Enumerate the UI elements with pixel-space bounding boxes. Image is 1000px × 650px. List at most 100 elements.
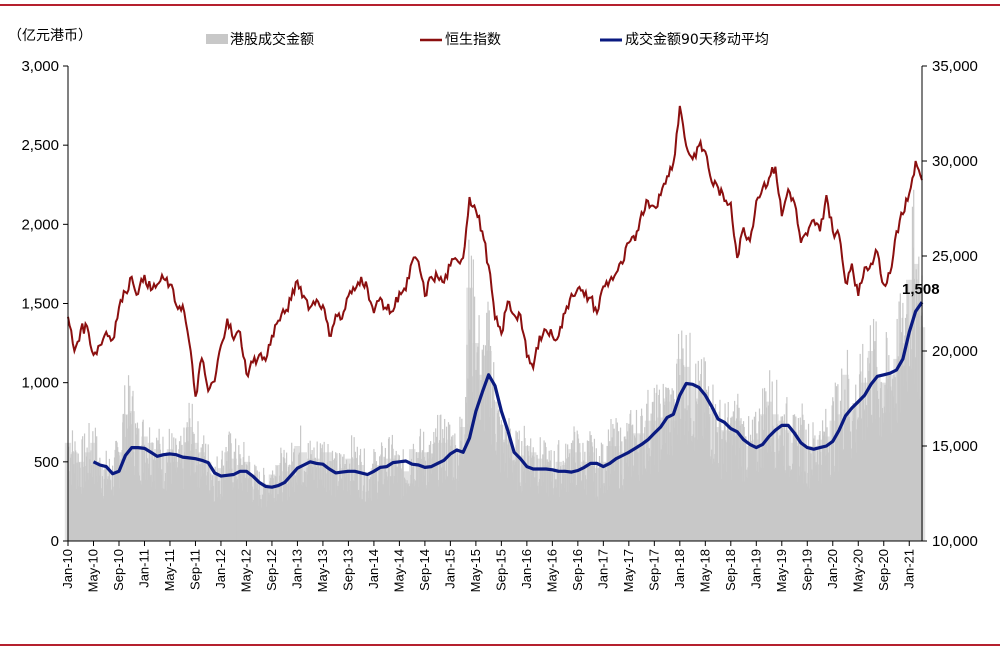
- turnover-bar: [119, 464, 121, 541]
- turnover-bar: [213, 501, 216, 541]
- turnover-bar: [897, 422, 899, 541]
- turnover-bar: [820, 451, 822, 541]
- turnover-bar: [844, 416, 847, 541]
- turnover-bar: [648, 448, 650, 541]
- turnover-bar: [266, 501, 269, 541]
- turnover-bar: [591, 442, 593, 541]
- turnover-bar: [374, 451, 376, 541]
- turnover-bar: [667, 387, 669, 541]
- turnover-bar: [310, 454, 312, 541]
- turnover-bar: [730, 417, 732, 541]
- turnover-bar: [723, 421, 726, 541]
- turnover-bar: [196, 465, 198, 541]
- turnover-bar: [69, 471, 71, 541]
- turnover-bar: [252, 502, 254, 541]
- x-tick-label: Jan-19: [748, 549, 763, 589]
- turnover-bar: [686, 410, 688, 541]
- turnover-bar: [290, 482, 292, 541]
- turnover-bar: [745, 476, 747, 541]
- turnover-bar: [908, 366, 910, 541]
- turnover-bar: [451, 480, 453, 541]
- turnover-bar: [379, 465, 381, 541]
- turnover-bar: [124, 470, 126, 541]
- turnover-bar: [125, 436, 127, 541]
- turnover-bar: [610, 419, 612, 541]
- turnover-bar: [602, 493, 604, 541]
- turnover-bar: [74, 441, 76, 541]
- turnover-bar: [637, 452, 639, 541]
- turnover-bar: [465, 396, 467, 541]
- turnover-bar: [628, 428, 631, 541]
- turnover-bar: [621, 485, 624, 541]
- turnover-bar: [528, 470, 531, 541]
- turnover-bar: [885, 412, 887, 541]
- turnover-bar: [757, 472, 759, 541]
- turnover-bar: [343, 454, 345, 541]
- turnover-bar: [86, 447, 88, 541]
- turnover-bar: [528, 455, 530, 541]
- turnover-bar: [776, 423, 778, 541]
- x-tick-label: Jan-21: [901, 549, 916, 589]
- turnover-bar: [317, 488, 319, 541]
- turnover-bar: [807, 472, 809, 541]
- turnover-bar: [477, 379, 480, 541]
- turnover-bar: [226, 476, 228, 541]
- turnover-bar: [551, 472, 553, 541]
- turnover-bar: [75, 488, 77, 541]
- turnover-bar: [598, 467, 600, 541]
- turnover-bar: [819, 431, 821, 541]
- turnover-bar: [190, 450, 192, 541]
- turnover-bar: [673, 399, 675, 541]
- turnover-bar: [513, 459, 515, 541]
- turnover-bar: [884, 384, 886, 541]
- turnover-bar: [618, 431, 620, 541]
- turnover-bar: [258, 471, 260, 541]
- turnover-bar: [738, 407, 740, 541]
- turnover-bar: [291, 442, 293, 541]
- turnover-bar: [514, 461, 516, 541]
- turnover-bar: [704, 361, 706, 541]
- turnover-bar: [692, 434, 694, 541]
- turnover-bar: [897, 356, 900, 541]
- turnover-bar: [909, 330, 912, 541]
- left-y-tick-label: 3,000: [21, 58, 59, 75]
- turnover-bar: [706, 405, 708, 541]
- turnover-bar: [895, 420, 898, 541]
- turnover-bar: [629, 413, 631, 541]
- turnover-bar: [545, 447, 547, 541]
- right-y-tick-label: 30,000: [932, 153, 978, 170]
- x-tick-label: Jan-18: [672, 549, 687, 589]
- turnover-bar: [425, 488, 427, 541]
- turnover-bar: [503, 442, 505, 541]
- turnover-bar: [647, 461, 650, 541]
- frame-bottom-rule: [0, 644, 1000, 646]
- turnover-bar: [76, 462, 78, 541]
- turnover-bar: [322, 462, 325, 541]
- turnover-bar: [431, 457, 434, 541]
- turnover-bar: [853, 405, 856, 541]
- turnover-bar: [457, 481, 459, 541]
- turnover-bar: [560, 483, 562, 541]
- turnover-bar: [533, 456, 535, 541]
- turnover-bar: [736, 404, 738, 541]
- turnover-bar: [203, 435, 205, 541]
- x-tick-label: Sep-11: [187, 549, 202, 590]
- turnover-bar: [896, 318, 898, 541]
- turnover-bar: [482, 344, 485, 541]
- x-tick-label: May-12: [238, 549, 253, 592]
- turnover-bar: [119, 488, 121, 541]
- turnover-bar: [178, 449, 180, 541]
- turnover-bar: [297, 470, 299, 541]
- turnover-bar: [328, 490, 330, 541]
- turnover-bar: [477, 346, 479, 541]
- turnover-bar: [769, 445, 771, 541]
- turnover-bar: [131, 457, 133, 541]
- x-tick-label: Sep-18: [723, 549, 738, 591]
- axes: 0 500 1,000 1,500 2,000 2,500 3,000 10,000 15,00…: [21, 58, 977, 592]
- turnover-bar: [145, 462, 147, 541]
- turnover-bar: [201, 444, 204, 541]
- turnover-bar: [247, 492, 249, 541]
- turnover-bar: [700, 359, 703, 541]
- turnover-bar: [150, 487, 153, 541]
- turnover-bar: [774, 467, 777, 541]
